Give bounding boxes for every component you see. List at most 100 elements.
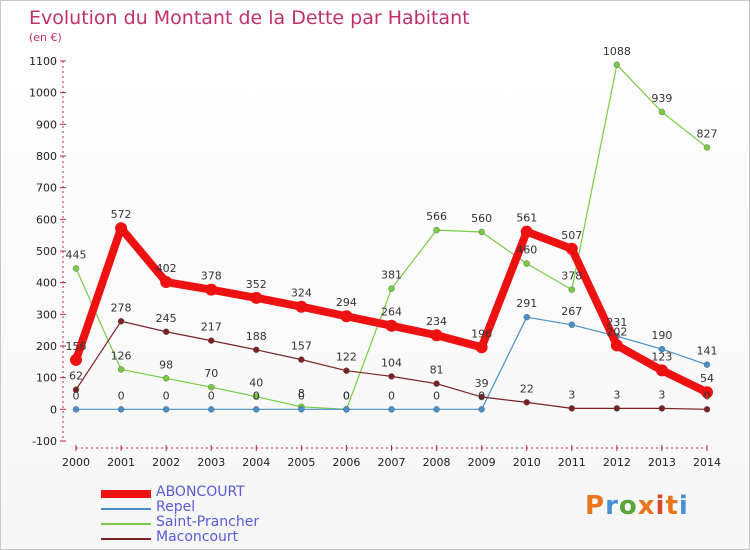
data-point	[523, 260, 530, 267]
data-point	[160, 276, 173, 289]
data-point	[385, 319, 398, 332]
data-point	[343, 406, 350, 413]
x-tick-label: 2014	[693, 456, 721, 469]
y-tick-label: -100	[32, 435, 57, 448]
data-point	[343, 367, 350, 374]
data-label: 827	[697, 127, 718, 140]
data-point	[658, 108, 666, 116]
data-label: 141	[697, 345, 718, 358]
data-label: 234	[426, 315, 447, 328]
x-tick-label: 2010	[513, 456, 541, 469]
logo-letter: x	[637, 491, 656, 521]
data-point	[162, 375, 170, 382]
data-label: 0	[433, 389, 440, 402]
data-label: 291	[516, 297, 537, 310]
logo-letter: r	[605, 491, 619, 521]
data-label: 126	[111, 349, 132, 362]
logo-letter: P	[585, 491, 606, 521]
proxiti-logo: Proxiti	[585, 491, 689, 521]
data-label: 70	[204, 367, 218, 380]
data-label: 54	[700, 372, 714, 385]
data-point	[655, 364, 668, 377]
data-label: 278	[111, 301, 132, 314]
legend-swatch	[101, 508, 151, 510]
data-point	[115, 222, 128, 235]
data-label: 939	[651, 92, 672, 105]
data-point	[388, 285, 395, 292]
legend-swatch	[101, 523, 151, 525]
data-label: 3	[568, 388, 575, 401]
data-point	[568, 405, 575, 412]
data-point	[658, 345, 666, 353]
data-label: 294	[336, 296, 357, 309]
data-point	[250, 291, 263, 304]
data-point	[565, 242, 578, 255]
data-label: 0	[208, 389, 215, 402]
data-label: 0	[163, 389, 170, 402]
legend-label: Repel	[156, 499, 196, 515]
unit-label: (en €)	[29, 31, 62, 44]
legend-label: ABONCOURT	[156, 484, 245, 500]
data-point	[388, 373, 395, 380]
legend-label: Saint-Prancher	[156, 514, 260, 530]
data-label: 507	[561, 229, 582, 242]
data-label: 0	[343, 389, 350, 402]
x-tick-label: 2004	[242, 456, 270, 469]
x-tick-label: 2012	[603, 456, 631, 469]
data-label: 245	[156, 312, 177, 325]
data-point	[478, 406, 485, 413]
data-point	[72, 386, 80, 393]
data-label: 324	[291, 287, 312, 300]
data-point	[703, 144, 711, 151]
data-label: 566	[426, 210, 447, 223]
data-label: 157	[291, 340, 312, 353]
data-label: 3	[613, 388, 620, 401]
data-point	[433, 226, 440, 234]
legend-label: Maconcourt	[156, 529, 239, 545]
data-point	[430, 329, 443, 342]
data-label: 217	[201, 321, 222, 334]
x-tick-label: 2007	[378, 456, 406, 469]
data-point	[253, 393, 260, 400]
data-point	[208, 337, 215, 344]
data-label: 0	[704, 389, 711, 402]
data-label: 0	[118, 389, 125, 402]
data-label: 460	[516, 244, 537, 257]
y-tick-label: 0	[50, 403, 57, 416]
data-label: 572	[111, 208, 132, 221]
data-label: 0	[73, 389, 80, 402]
data-point	[298, 356, 305, 363]
x-tick-label: 2000	[62, 456, 90, 469]
data-point	[523, 313, 530, 321]
y-tick-label: 900	[36, 118, 57, 131]
data-label: 561	[516, 212, 537, 225]
y-tick-label: 300	[36, 308, 57, 321]
data-label: 378	[561, 270, 582, 283]
data-point	[388, 406, 395, 413]
y-tick-label: 700	[36, 182, 57, 195]
y-tick-label: 600	[36, 213, 57, 226]
logo-letter: t	[665, 491, 679, 521]
data-point	[478, 393, 485, 401]
data-point	[610, 339, 623, 352]
data-label: 188	[246, 330, 267, 343]
data-point	[701, 386, 713, 399]
data-point	[208, 383, 215, 391]
data-label: 156	[66, 340, 87, 353]
data-label: 352	[246, 278, 267, 291]
data-label: 39	[475, 377, 489, 390]
y-tick-label: 400	[36, 277, 57, 290]
data-label: 122	[336, 351, 357, 364]
logo-letter: i	[678, 491, 689, 521]
data-point	[523, 399, 530, 406]
data-label: 190	[651, 329, 672, 342]
data-label: 0	[388, 389, 395, 402]
y-tick-label: 1000	[29, 87, 57, 100]
data-point	[340, 310, 353, 323]
data-label: 98	[159, 358, 173, 371]
data-point	[478, 228, 485, 236]
chart-title: Evolution du Montant de la Dette par Hab…	[29, 7, 470, 29]
data-label: 0	[298, 389, 305, 402]
